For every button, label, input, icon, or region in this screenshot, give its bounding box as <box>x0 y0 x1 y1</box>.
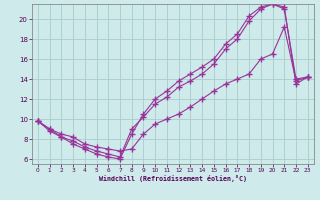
X-axis label: Windchill (Refroidissement éolien,°C): Windchill (Refroidissement éolien,°C) <box>99 175 247 182</box>
